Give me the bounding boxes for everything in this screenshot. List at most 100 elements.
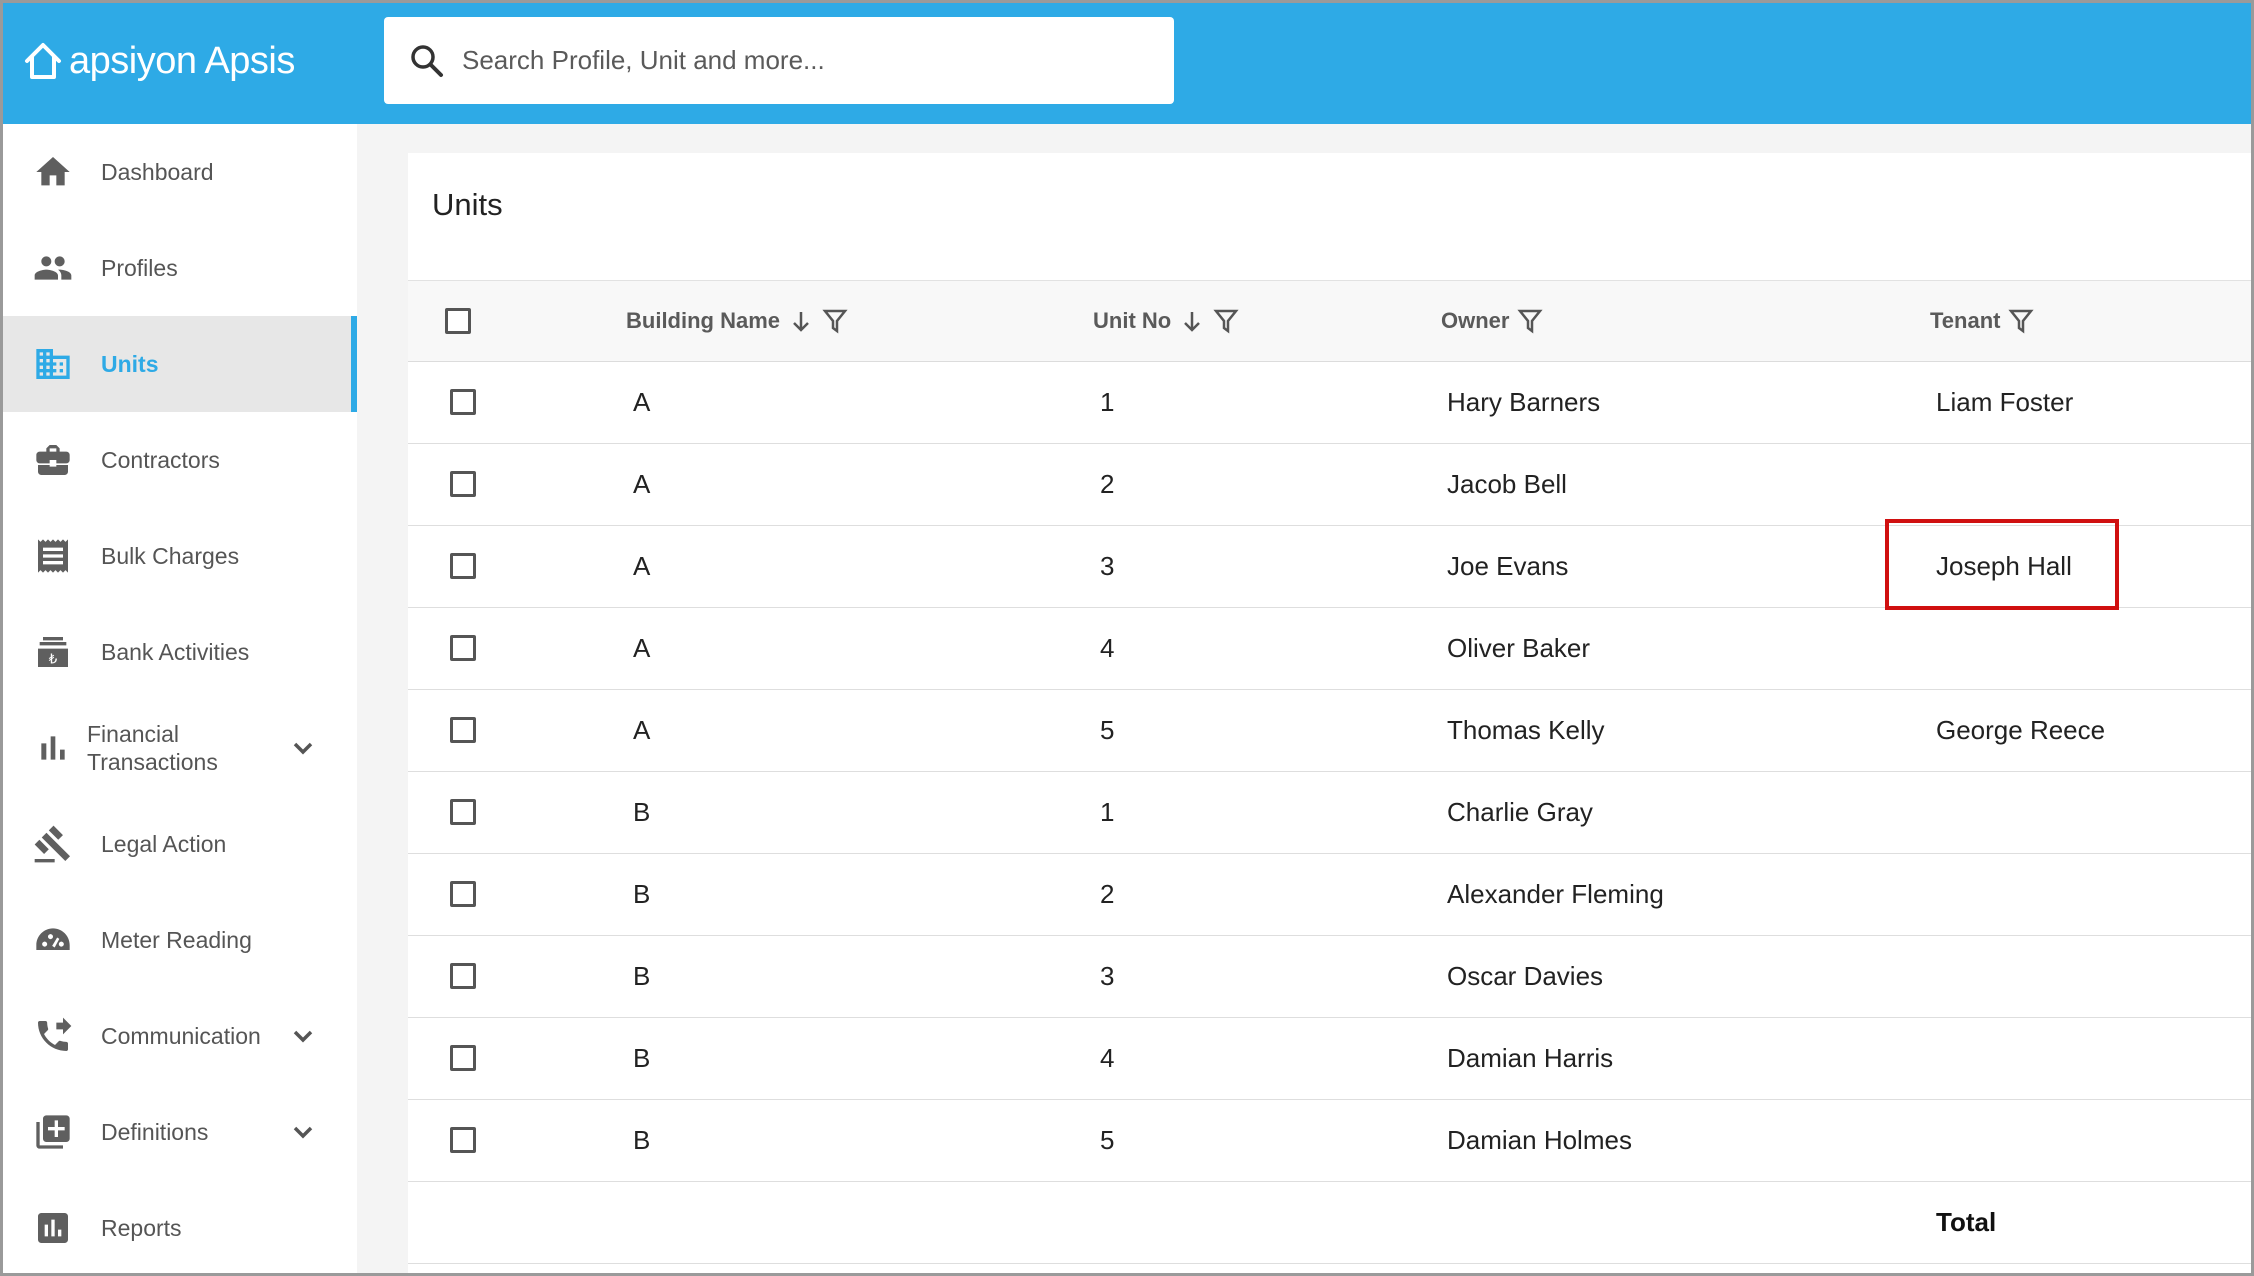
cell-unit-no: 2 bbox=[1100, 878, 1115, 909]
cell-unit-no: 4 bbox=[1100, 632, 1115, 663]
sort-arrow-down-icon[interactable] bbox=[1179, 307, 1205, 335]
row-checkbox[interactable] bbox=[450, 717, 476, 743]
table-row[interactable]: A 5 Thomas Kelly George Reece bbox=[408, 689, 2251, 772]
total-label: Total bbox=[1936, 1207, 1997, 1237]
chevron-down-icon[interactable] bbox=[283, 1112, 323, 1152]
sidebar-item-label: Bank Activities bbox=[101, 638, 250, 665]
filter-icon[interactable] bbox=[1213, 307, 1239, 335]
cell-unit-no: 1 bbox=[1100, 796, 1115, 827]
cell-owner[interactable]: Oscar Davies bbox=[1447, 960, 1604, 991]
sidebar-item-bank-activities[interactable]: ₺ Bank Activities bbox=[3, 604, 357, 700]
cell-tenant[interactable]: Liam Foster bbox=[1936, 386, 2074, 417]
table-total-row: Total bbox=[408, 1182, 2251, 1264]
cell-owner[interactable]: Thomas Kelly bbox=[1447, 714, 1605, 745]
sidebar-item-label: Units bbox=[101, 350, 159, 377]
row-checkbox[interactable] bbox=[450, 389, 476, 415]
row-checkbox[interactable] bbox=[450, 1045, 476, 1071]
sidebar-item-communication[interactable]: Communication bbox=[3, 988, 357, 1084]
sidebar-item-label: Definitions bbox=[101, 1118, 209, 1145]
filter-icon[interactable] bbox=[2008, 307, 2035, 335]
cell-unit-no: 5 bbox=[1100, 714, 1115, 745]
cell-building: B bbox=[633, 878, 651, 909]
table-row[interactable]: A 2 Jacob Bell bbox=[408, 443, 2251, 526]
column-header-building-name[interactable]: Building Name bbox=[626, 281, 848, 361]
search-input[interactable] bbox=[460, 44, 1144, 77]
sidebar-item-label: Dashboard bbox=[101, 158, 214, 185]
cell-owner[interactable]: Jacob Bell bbox=[1447, 468, 1567, 499]
sort-arrow-down-icon[interactable] bbox=[788, 307, 814, 335]
select-all-checkbox[interactable] bbox=[445, 308, 471, 334]
row-checkbox[interactable] bbox=[450, 881, 476, 907]
cell-owner[interactable]: Charlie Gray bbox=[1447, 796, 1593, 827]
row-checkbox[interactable] bbox=[450, 963, 476, 989]
search-icon bbox=[411, 44, 443, 77]
sidebar-item-label: Communication bbox=[101, 1022, 261, 1049]
logo-text: apsiyon Apsis bbox=[69, 39, 295, 82]
cell-tenant[interactable]: George Reece bbox=[1936, 714, 2106, 745]
cell-unit-no: 1 bbox=[1100, 386, 1115, 417]
briefcase-icon bbox=[31, 438, 75, 482]
column-header-owner[interactable]: Owner bbox=[1441, 281, 1544, 361]
column-header-label: Unit No bbox=[1093, 308, 1172, 333]
sidebar-item-financial-transactions[interactable]: Financial Transactions bbox=[3, 700, 357, 796]
sidebar-item-reports[interactable]: Reports bbox=[3, 1180, 357, 1273]
bank-icon: ₺ bbox=[31, 630, 75, 674]
sidebar-item-dashboard[interactable]: Dashboard bbox=[3, 124, 357, 220]
library-add-icon bbox=[31, 1110, 75, 1154]
row-checkbox[interactable] bbox=[450, 553, 476, 579]
building-icon bbox=[31, 342, 75, 386]
table-row[interactable]: A 4 Oliver Baker bbox=[408, 607, 2251, 690]
sidebar-item-meter-reading[interactable]: Meter Reading bbox=[3, 892, 357, 988]
chevron-down-icon[interactable] bbox=[283, 1016, 323, 1056]
column-header-label: Building Name bbox=[626, 308, 781, 333]
cell-owner[interactable]: Damian Harris bbox=[1447, 1042, 1614, 1073]
report-icon bbox=[31, 1206, 75, 1250]
column-header-unit-no[interactable]: Unit No bbox=[1093, 281, 1239, 361]
cell-building: B bbox=[633, 960, 651, 991]
column-header-tenant[interactable]: Tenant bbox=[1930, 281, 2035, 361]
cell-building: A bbox=[633, 386, 651, 417]
home-outline-icon bbox=[25, 43, 61, 79]
cell-owner[interactable]: Hary Barners bbox=[1447, 386, 1601, 417]
cell-building: A bbox=[633, 550, 651, 581]
cell-owner[interactable]: Joe Evans bbox=[1447, 550, 1569, 581]
page-title: Units bbox=[432, 187, 503, 222]
sidebar-item-units[interactable]: Units bbox=[3, 316, 357, 412]
row-checkbox[interactable] bbox=[450, 1127, 476, 1153]
table-row[interactable]: B 1 Charlie Gray bbox=[408, 771, 2251, 854]
search-box[interactable] bbox=[384, 17, 1174, 104]
cell-building: B bbox=[633, 1124, 651, 1155]
table-row[interactable]: A 1 Hary Barners Liam Foster bbox=[408, 361, 2251, 444]
units-card: Units Building Name Unit No Owner Tenant bbox=[408, 153, 2251, 1273]
cell-owner[interactable]: Alexander Fleming bbox=[1447, 878, 1664, 909]
sidebar-item-definitions[interactable]: Definitions bbox=[3, 1084, 357, 1180]
sidebar-item-profiles[interactable]: Profiles bbox=[3, 220, 357, 316]
table-row[interactable]: B 4 Damian Harris bbox=[408, 1017, 2251, 1100]
row-checkbox[interactable] bbox=[450, 471, 476, 497]
table-row[interactable]: B 2 Alexander Fleming bbox=[408, 853, 2251, 936]
sidebar-item-label: Financial Transactions bbox=[87, 721, 218, 775]
app-logo[interactable]: apsiyon Apsis bbox=[21, 31, 295, 91]
table-header: Building Name Unit No Owner Tenant bbox=[408, 280, 2251, 362]
cell-owner[interactable]: Damian Holmes bbox=[1447, 1124, 1632, 1155]
table-row[interactable]: B 5 Damian Holmes bbox=[408, 1099, 2251, 1182]
table-row[interactable]: A 3 Joe Evans Joseph Hall bbox=[408, 519, 2251, 610]
sidebar-item-bulk-charges[interactable]: Bulk Charges bbox=[3, 508, 357, 604]
row-checkbox[interactable] bbox=[450, 635, 476, 661]
svg-text:₺: ₺ bbox=[49, 653, 58, 668]
cell-building: A bbox=[633, 468, 651, 499]
filter-icon[interactable] bbox=[1517, 307, 1544, 335]
row-checkbox[interactable] bbox=[450, 799, 476, 825]
filter-icon[interactable] bbox=[822, 307, 848, 335]
table-row[interactable]: B 3 Oscar Davies bbox=[408, 935, 2251, 1018]
meter-icon bbox=[31, 918, 75, 962]
bar-chart-icon bbox=[31, 726, 75, 770]
cell-owner[interactable]: Oliver Baker bbox=[1447, 632, 1591, 663]
cell-building: A bbox=[633, 632, 651, 663]
column-header-label: Tenant bbox=[1930, 308, 2001, 333]
home-icon bbox=[31, 150, 75, 194]
sidebar-item-legal-action[interactable]: Legal Action bbox=[3, 796, 357, 892]
cell-tenant[interactable]: Joseph Hall bbox=[1936, 550, 2072, 581]
sidebar-item-contractors[interactable]: Contractors bbox=[3, 412, 357, 508]
chevron-down-icon[interactable] bbox=[283, 728, 323, 768]
